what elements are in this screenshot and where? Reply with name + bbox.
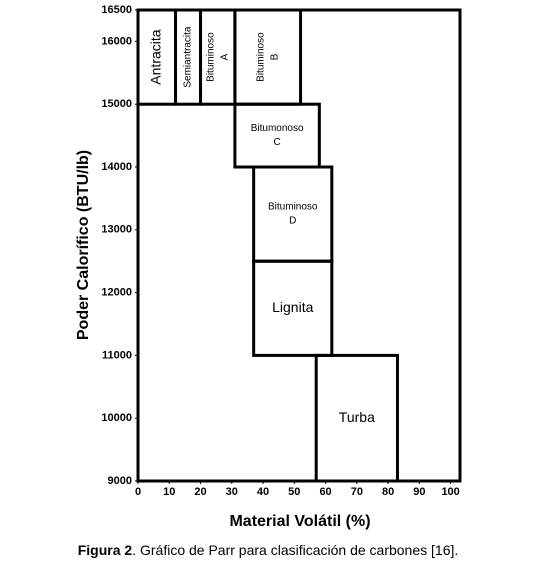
- x-tick-label: 100: [441, 486, 459, 498]
- region-label: B: [269, 53, 280, 60]
- region-label: D: [289, 216, 296, 227]
- region-label-group: Bituminoso B: [255, 32, 280, 82]
- y-tick-label: 16000: [101, 35, 132, 47]
- region-label-group: Bitumonoso C: [251, 123, 304, 148]
- region-label: Semiantracita: [183, 26, 194, 88]
- y-tick-label: 9000: [108, 475, 132, 487]
- x-tick-label: 20: [194, 486, 206, 498]
- region-label-group: Semiantracita: [183, 26, 194, 88]
- x-tick-label: 30: [226, 486, 238, 498]
- x-axis-title: Material Volátil (%): [229, 513, 370, 530]
- region: [233, 8, 303, 106]
- x-tick-label: 60: [319, 486, 331, 498]
- region-label: Lignita: [272, 299, 313, 315]
- region-label-group: Antracita: [147, 29, 163, 84]
- y-tick-label: 13000: [101, 224, 132, 236]
- region: [233, 102, 321, 169]
- y-tick-label: 11000: [102, 349, 132, 361]
- region-label-group: Turba: [339, 409, 375, 425]
- x-tick-label: 70: [351, 486, 363, 498]
- region-label: Bituminoso: [268, 202, 318, 213]
- plot-frame: [136, 8, 462, 483]
- x-tick-label: 80: [382, 486, 394, 498]
- region-label: C: [273, 137, 280, 148]
- x-tick-label: 0: [135, 486, 141, 498]
- x-tick-label: 10: [163, 486, 175, 498]
- region-label-group: Bituminoso D: [268, 202, 318, 227]
- x-tick-label: 40: [257, 486, 269, 498]
- caption-label: Figura 2: [78, 542, 133, 558]
- region-label-group: Lignita: [272, 299, 313, 315]
- caption: Figura 2. Gráfico de Parr para clasifica…: [78, 542, 459, 558]
- y-tick-label: 15000: [101, 98, 132, 110]
- y-tick-label: 12000: [101, 287, 132, 299]
- region: [252, 259, 334, 357]
- x-tick-label: 50: [288, 486, 300, 498]
- region: [252, 165, 334, 263]
- region-label: A: [219, 53, 230, 60]
- y-tick-label: 10000: [101, 412, 132, 424]
- region-label: Bitumonoso: [251, 123, 304, 134]
- y-tick-label: 14000: [101, 161, 132, 173]
- y-tick-label: 16500: [101, 4, 132, 16]
- region-label: Turba: [339, 409, 375, 425]
- region-label-group: Bituminoso A: [205, 32, 230, 82]
- region-label: Bituminoso: [205, 32, 216, 82]
- region-label: Bituminoso: [255, 32, 266, 82]
- region-label: Antracita: [147, 29, 163, 84]
- x-tick-label: 90: [413, 486, 425, 498]
- y-axis-title: Poder Calorífico (BTU/lb): [75, 150, 92, 340]
- caption-text: . Gráfico de Parr para clasificación de …: [132, 542, 458, 558]
